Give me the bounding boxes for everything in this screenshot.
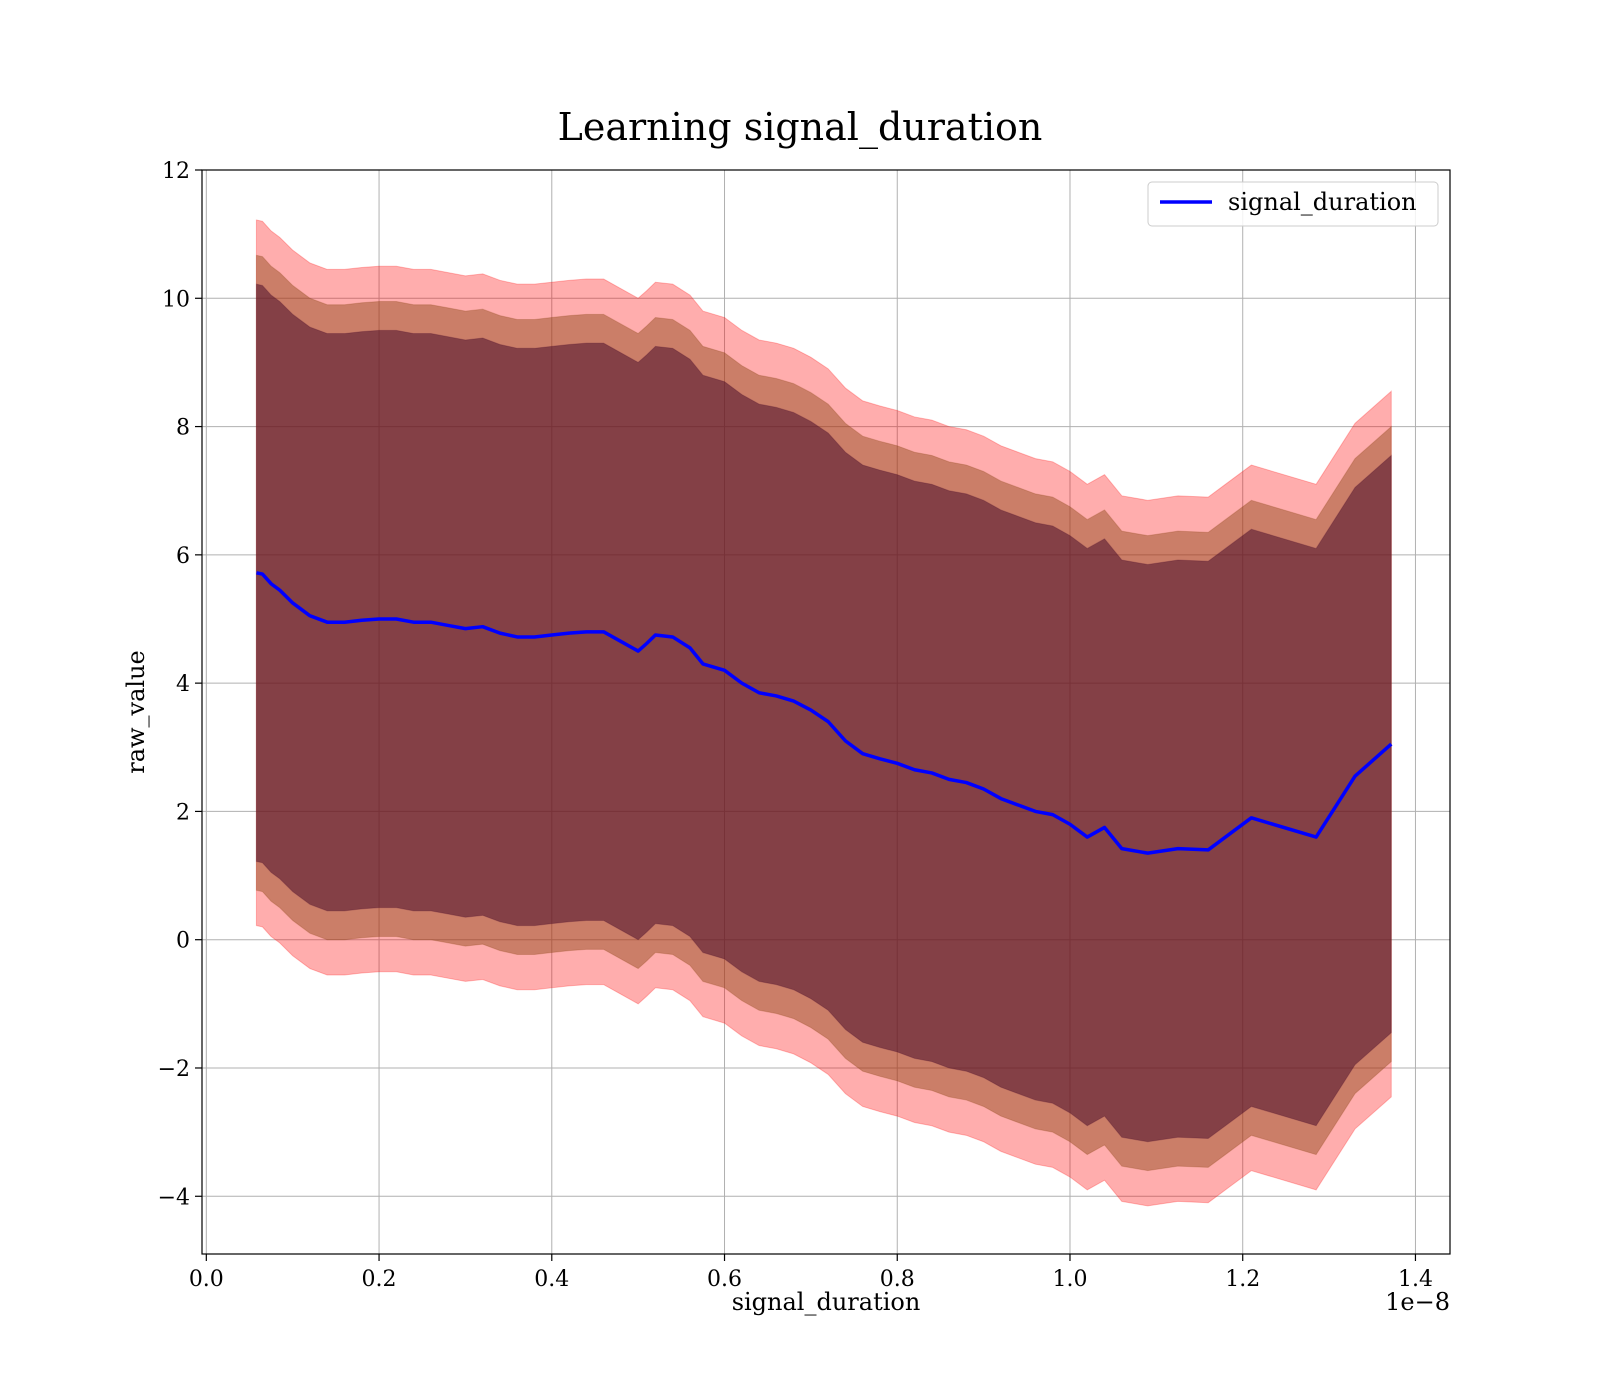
band-inner [255, 283, 1392, 1143]
y-tick-label: −2 [158, 1057, 190, 1082]
x-ticks: 0.0 0.2 0.4 0.6 0.8 1.0 1.2 1.4 [189, 1254, 1433, 1292]
x-tick-label: 0.0 [189, 1267, 224, 1292]
x-tick-label: 0.2 [362, 1267, 397, 1292]
y-tick-label: 12 [162, 159, 190, 184]
legend-label: signal_duration [1228, 188, 1417, 216]
series-lines [256, 571, 1393, 855]
legend: signal_duration [1147, 181, 1439, 227]
x-tick-label: 1.2 [1225, 1267, 1260, 1292]
y-tick-label: 2 [176, 800, 190, 825]
x-axis-label: signal_duration [732, 1288, 921, 1316]
y-tick-label: 0 [176, 929, 190, 954]
x-tick-label: 0.6 [707, 1267, 742, 1292]
x-tick-label: 1.4 [1398, 1267, 1433, 1292]
x-tick-label: 1.0 [1052, 1267, 1087, 1292]
chart-title: Learning signal_duration [558, 105, 1043, 150]
y-tick-label: 8 [176, 416, 190, 441]
plot-frame [201, 169, 1451, 1255]
y-tick-label: 6 [176, 544, 190, 569]
y-ticks: −4 −2 0 2 4 6 8 10 12 [158, 159, 202, 1210]
series-line-signal-duration [256, 571, 1393, 855]
y-axis-label: raw_value [122, 650, 150, 774]
x-offset-label: 1e−8 [1385, 1288, 1450, 1316]
x-tick-label: 0.4 [534, 1267, 569, 1292]
confidence-bands [255, 219, 1392, 1207]
legend-box [1147, 181, 1439, 227]
x-tick-label: 0.8 [880, 1267, 915, 1292]
y-tick-label: −4 [158, 1185, 190, 1210]
y-tick-label: 4 [176, 672, 190, 697]
y-tick-label: 10 [162, 287, 190, 312]
